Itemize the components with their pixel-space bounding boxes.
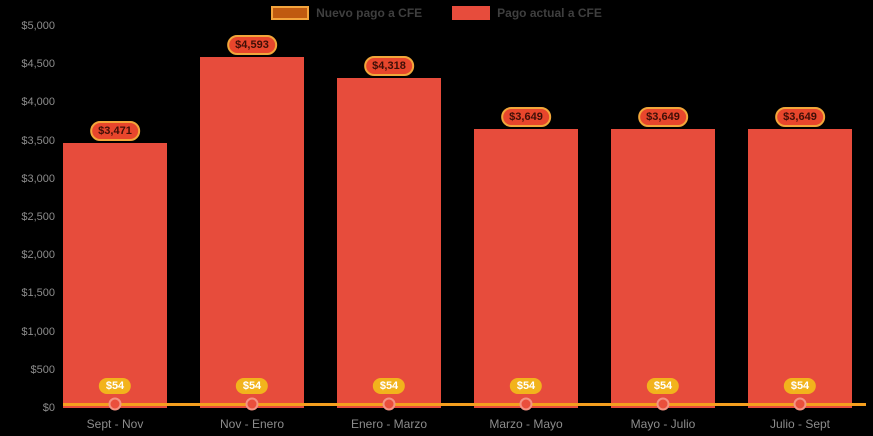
line-value-label: $54 (235, 377, 269, 394)
bar-value-label: $3,649 (638, 107, 688, 128)
bar-eneromarzo[interactable] (337, 78, 441, 408)
line-marker[interactable] (108, 397, 122, 411)
legend: Nuevo pago a CFE Pago actual a CFE (0, 6, 873, 20)
bar-value-label: $4,593 (227, 35, 277, 56)
y-axis-tick-label: $2,000 (21, 249, 55, 262)
legend-label: Nuevo pago a CFE (316, 6, 423, 20)
legend-swatch-icon (452, 6, 491, 20)
line-value-label: $54 (783, 377, 817, 394)
line-marker[interactable] (656, 397, 670, 411)
x-axis-category-label: Nov - Enero (219, 417, 285, 431)
y-axis-tick-label: $3,000 (21, 172, 55, 185)
bar-marzomayo[interactable] (474, 129, 578, 408)
legend-item-pago-actual[interactable]: Pago actual a CFE (452, 6, 602, 20)
line-value-label: $54 (509, 377, 543, 394)
x-axis-category-label: Enero - Marzo (350, 417, 428, 431)
y-axis-tick-label: $4,000 (21, 96, 55, 109)
y-axis-tick-label: $1,000 (21, 325, 55, 338)
y-axis-tick-label: $1,500 (21, 287, 55, 300)
y-axis-tick-label: $3,500 (21, 134, 55, 147)
x-axis-category-label: Marzo - Mayo (489, 417, 563, 431)
bar-septnov[interactable] (63, 142, 167, 408)
legend-label: Pago actual a CFE (497, 6, 602, 20)
y-axis-tick-label: $2,500 (21, 211, 55, 223)
y-axis-tick-label: $500 (30, 363, 55, 376)
line-value-label: $54 (646, 377, 680, 394)
bar-value-label: $3,471 (90, 120, 140, 141)
line-series-nuevo-pago (63, 402, 866, 406)
x-axis-category-label: Mayo - Julio (630, 417, 696, 431)
bar-novenero[interactable] (200, 57, 304, 408)
legend-item-nuevo-pago[interactable]: Nuevo pago a CFE (271, 6, 422, 20)
bar-value-label: $3,649 (775, 107, 825, 128)
line-marker[interactable] (519, 397, 533, 411)
y-axis-tick-label: $5,000 (21, 20, 55, 32)
line-value-label: $54 (98, 377, 132, 394)
y-axis-tick-label: $0 (42, 402, 55, 414)
bar-mayojulio[interactable] (611, 129, 715, 408)
line-marker[interactable] (382, 397, 396, 411)
line-value-label: $54 (372, 377, 406, 394)
y-axis-tick-label: $4,500 (21, 58, 55, 71)
bar-juliosept[interactable] (748, 129, 852, 408)
bar-value-label: $3,649 (501, 107, 551, 128)
legend-swatch-icon (271, 6, 310, 20)
bar-value-label: $4,318 (364, 56, 414, 77)
x-axis-category-label: Julio - Sept (769, 417, 831, 431)
line-marker[interactable] (245, 397, 259, 411)
x-axis-category-label: Sept - Nov (86, 417, 144, 431)
line-marker[interactable] (793, 397, 807, 411)
